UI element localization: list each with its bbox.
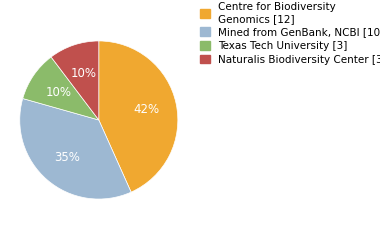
Legend: Centre for Biodiversity
Genomics [12], Mined from GenBank, NCBI [10], Texas Tech: Centre for Biodiversity Genomics [12], M… xyxy=(198,0,380,67)
Text: 10%: 10% xyxy=(45,86,71,99)
Text: 35%: 35% xyxy=(54,150,80,164)
Wedge shape xyxy=(99,41,178,192)
Text: 10%: 10% xyxy=(70,67,96,80)
Text: 42%: 42% xyxy=(134,103,160,116)
Wedge shape xyxy=(51,41,99,120)
Wedge shape xyxy=(23,57,99,120)
Wedge shape xyxy=(20,98,131,199)
